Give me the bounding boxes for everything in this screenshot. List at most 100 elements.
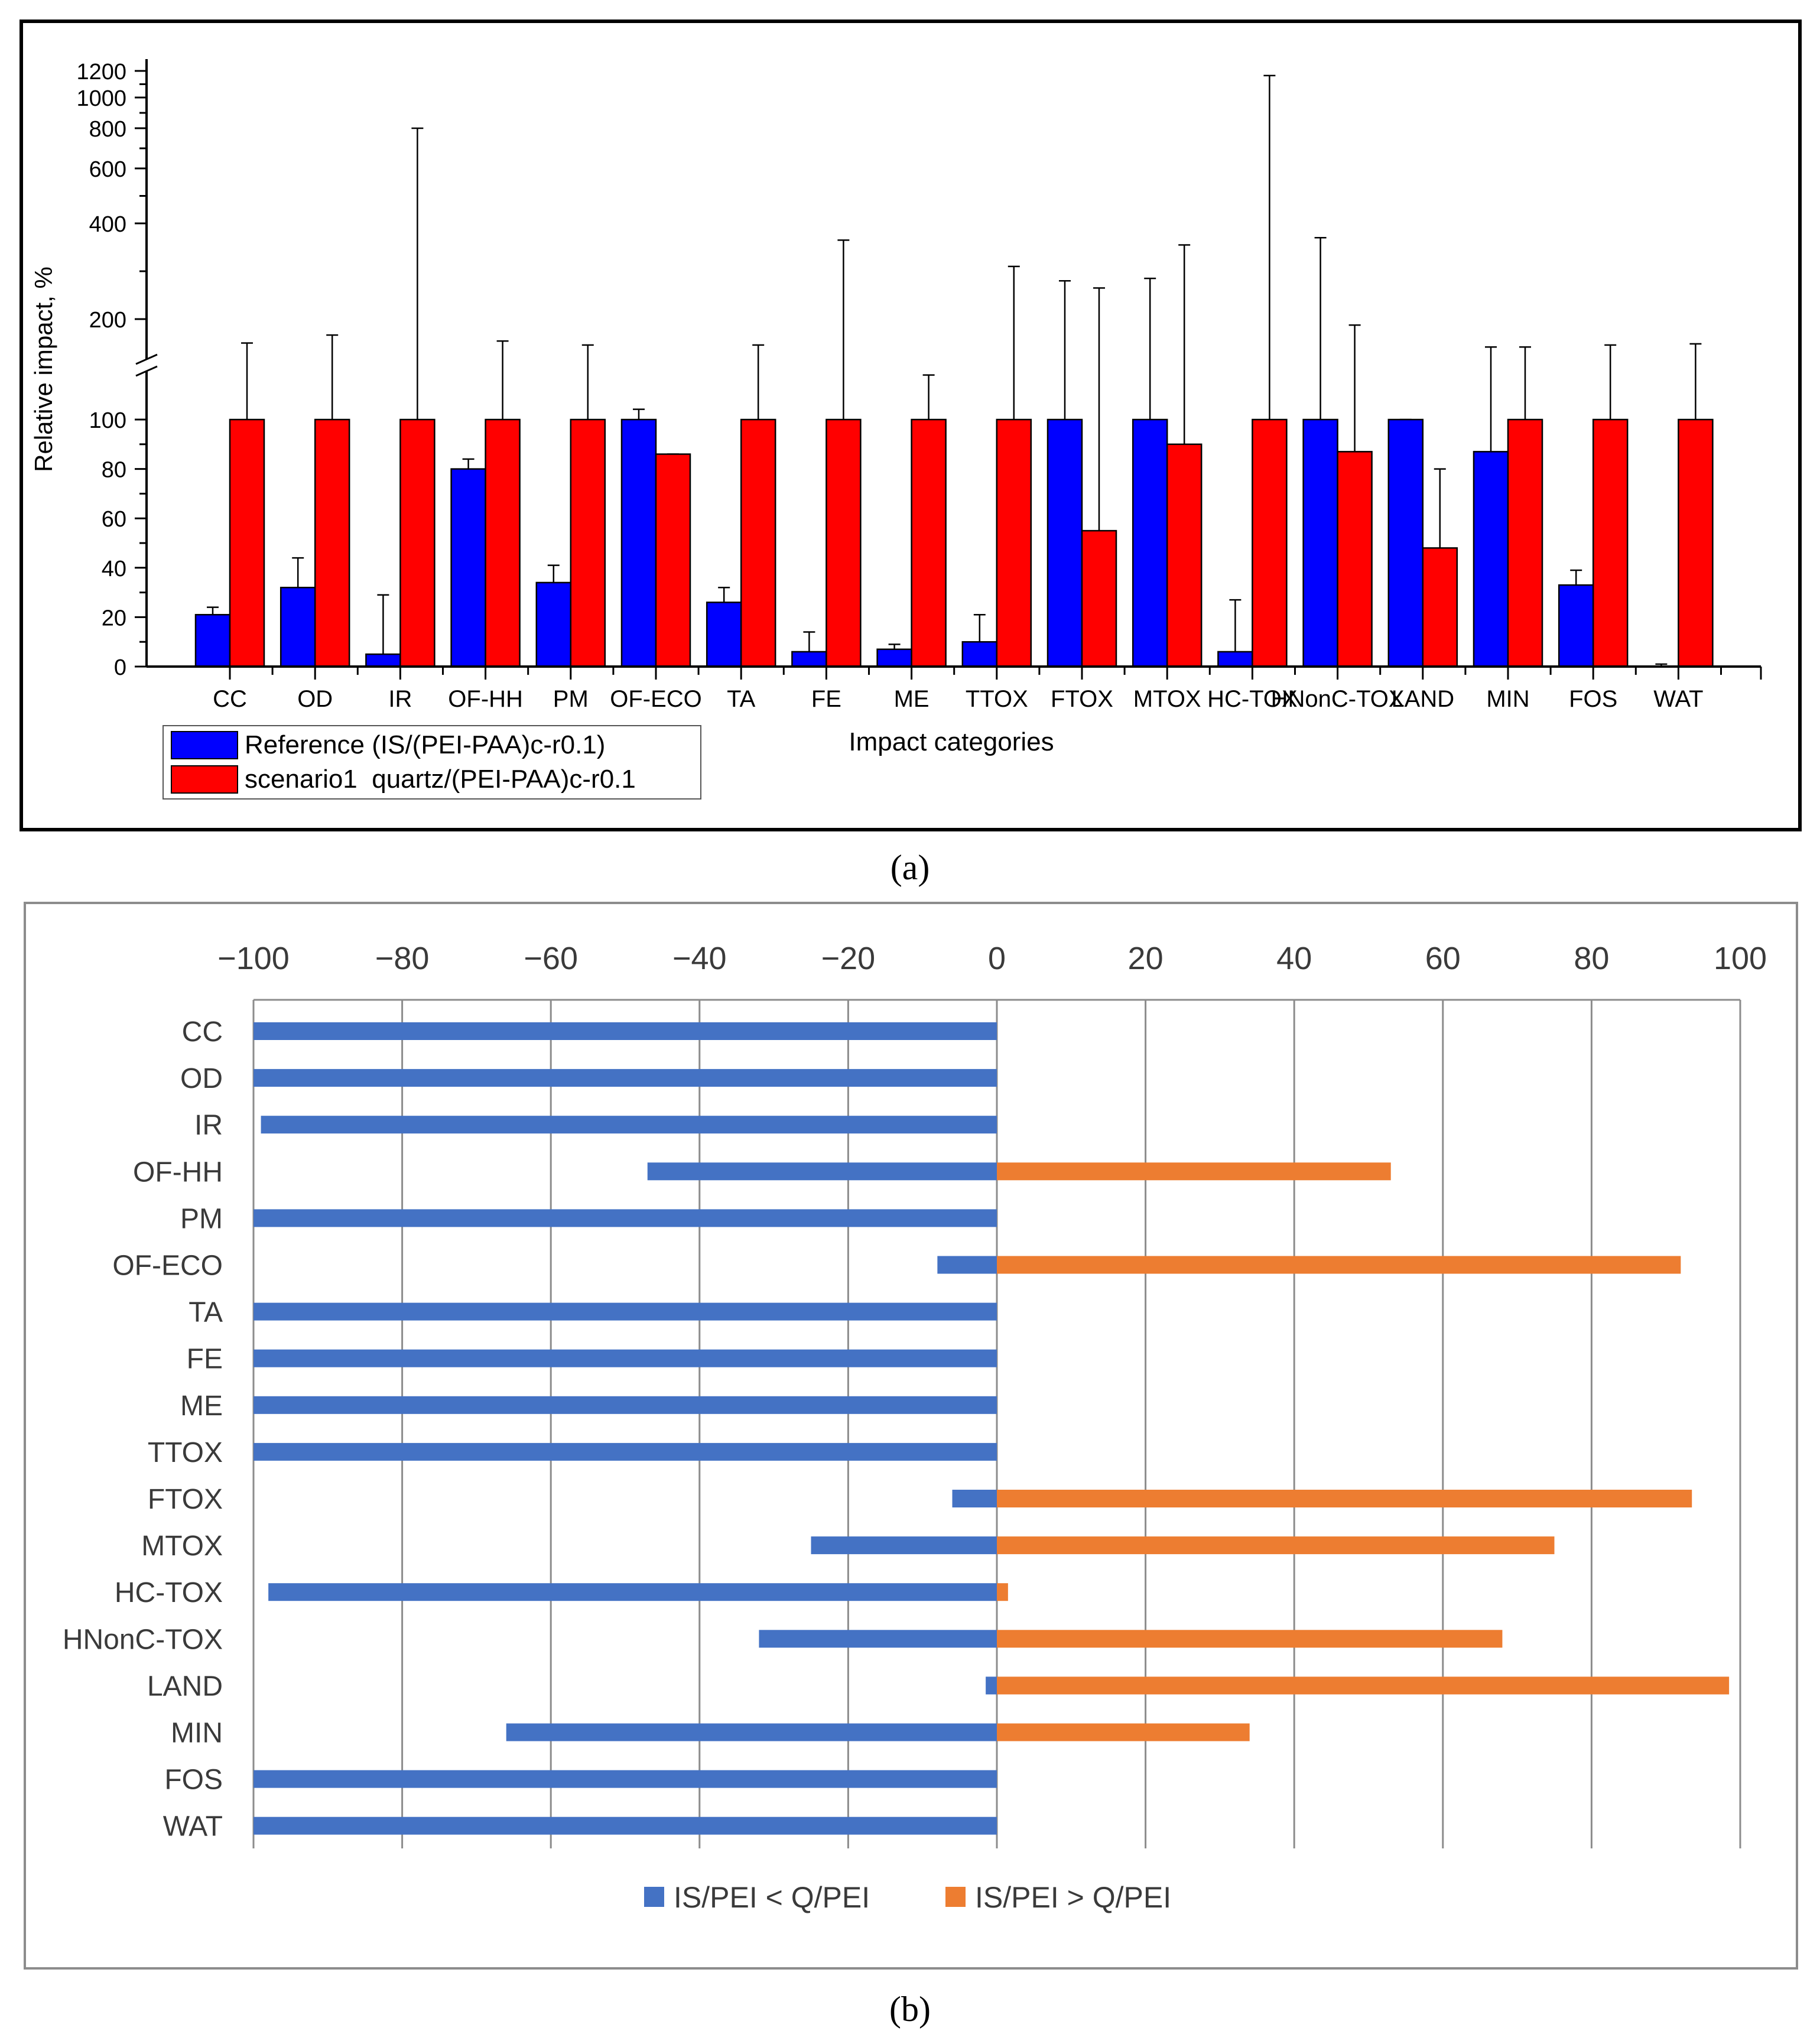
bar-scenario1-hc-tox: [1252, 418, 1288, 668]
bar-lt-fe: [254, 1349, 997, 1367]
x-tick-label-mtox: MTOX: [1133, 686, 1201, 712]
bar-scenario1-ir: [399, 418, 436, 668]
legend-box: [162, 725, 701, 800]
bar-reference-hc-tox: [1217, 651, 1253, 668]
x-tick-label-ta: TA: [727, 686, 755, 712]
bar-reference-ir: [365, 653, 401, 668]
category-label-hnonc-tox: HNonC-TOX: [63, 1624, 223, 1655]
bar-scenario1-fos: [1592, 418, 1629, 668]
x-tick-label-of-hh: OF-HH: [448, 686, 523, 712]
x-tick-label-od: OD: [297, 686, 333, 712]
bar-scenario1-fe: [826, 418, 862, 668]
bar-reference-fe: [791, 651, 827, 668]
bar-scenario1-cc: [229, 418, 265, 668]
bar-gt-ftox: [997, 1490, 1692, 1507]
panel-b-x-tick-labels: −100 −80 −60 −40 −20 0 20 40 60 80 100: [217, 941, 1767, 976]
x-tick-label: −100: [217, 941, 290, 976]
y-tick-label: 600: [89, 157, 126, 182]
bar-lt-od: [254, 1069, 997, 1087]
category-label-cc: CC: [182, 1016, 223, 1048]
legend-swatch-lt: [644, 1887, 664, 1907]
category-label-fe: FE: [187, 1344, 223, 1375]
x-tick-label-fe: FE: [811, 686, 841, 712]
legend-label-gt: IS/PEI > Q/PEI: [975, 1881, 1171, 1914]
x-tick-label: −60: [524, 941, 578, 976]
bar-lt-pm: [254, 1209, 997, 1227]
bar-lt-mtox: [811, 1536, 997, 1555]
bar-scenario1-of-hh: [485, 418, 521, 668]
bar-reference-pm: [535, 581, 572, 668]
bar-lt-ttox: [254, 1442, 997, 1461]
panel-b-bars: [254, 1022, 1730, 1835]
panel-a-legend: Reference (IS/(PEI-PAA)c-r0.1) scenario1…: [162, 725, 701, 800]
bar-reference-of-eco: [620, 418, 657, 668]
bar-reference-ftox: [1046, 418, 1083, 668]
panel-a-axes: [135, 59, 1762, 680]
x-tick-label: 60: [1425, 941, 1461, 976]
bar-lt-ir: [261, 1116, 997, 1134]
bar-scenario1-pm: [570, 418, 606, 668]
panel-a-x-axis-label: Impact categories: [849, 727, 1054, 756]
panel-a-x-tick-labels: CC OD IR OF-HH PM OF-ECO TA FE ME TTOX FTOX MTOX HC-…: [213, 686, 1704, 712]
bar-scenario1-mtox: [1166, 443, 1202, 668]
bar-lt-min: [506, 1723, 997, 1741]
legend-label-reference: Reference (IS/(PEI-PAA)c-r0.1): [245, 730, 605, 759]
category-label-ir: IR: [194, 1110, 223, 1141]
x-tick-label-ir: IR: [388, 686, 412, 712]
panel-b-legend: IS/PEI < Q/PEI IS/PEI > Q/PEI: [644, 1881, 1171, 1914]
bar-scenario1-me: [911, 418, 947, 668]
bar-scenario1-od: [314, 418, 350, 668]
x-tick-label: 20: [1128, 941, 1164, 976]
bar-reference-hnonc-tox: [1302, 418, 1338, 668]
category-label-of-eco: OF-ECO: [112, 1250, 223, 1282]
category-label-me: ME: [180, 1390, 223, 1422]
caption-a: (a): [890, 848, 930, 887]
bar-reference-ttox: [961, 641, 998, 668]
bar-gt-land: [997, 1676, 1730, 1695]
category-label-pm: PM: [180, 1203, 223, 1234]
y-tick-label: 1000: [76, 86, 126, 111]
x-tick-label-fos: FOS: [1569, 686, 1617, 712]
y-tick-label: 20: [102, 606, 126, 631]
bar-reference-ta: [706, 602, 742, 668]
bar-reference-land: [1387, 418, 1424, 668]
bar-scenario1-min: [1507, 418, 1543, 668]
category-label-wat: WAT: [163, 1811, 223, 1842]
axis-break-mark: [135, 365, 158, 377]
x-tick-label: −20: [821, 941, 876, 976]
x-tick-label-pm: PM: [553, 686, 589, 712]
bar-reference-of-hh: [450, 468, 486, 668]
legend-swatch-scenario1: [171, 765, 238, 794]
bar-lt-of-eco: [937, 1256, 997, 1274]
bar-lt-land: [986, 1676, 997, 1695]
bar-scenario1-hnonc-tox: [1337, 451, 1373, 668]
bar-gt-hnonc-tox: [997, 1630, 1503, 1648]
bar-lt-hc-tox: [268, 1583, 997, 1601]
category-label-mtox: MTOX: [141, 1530, 223, 1562]
bar-scenario1-of-eco: [655, 453, 691, 668]
legend-label-lt: IS/PEI < Q/PEI: [674, 1881, 870, 1914]
panel-a-y-axis-label: Relative impact, %: [30, 267, 57, 472]
bar-lt-me: [254, 1396, 997, 1414]
bar-gt-min: [997, 1723, 1250, 1741]
category-label-ttox: TTOX: [148, 1437, 223, 1468]
bar-gt-of-eco: [997, 1256, 1681, 1274]
category-label-min: MIN: [171, 1718, 223, 1749]
panel-b-gridlines: [252, 999, 1741, 1848]
y-tick-label: 60: [102, 507, 126, 532]
y-tick-label: 400: [89, 212, 126, 237]
bar-reference-fos: [1558, 584, 1594, 668]
x-tick-label: 40: [1276, 941, 1312, 976]
bar-gt-mtox: [997, 1536, 1555, 1555]
legend-swatch-gt: [945, 1887, 966, 1907]
bar-scenario1-ta: [740, 418, 776, 668]
category-label-fos: FOS: [164, 1764, 223, 1796]
legend-swatch-reference: [171, 731, 238, 759]
bar-reference-od: [280, 586, 316, 668]
panel-b: −100 −80 −60 −40 −20 0 20 40 60 80 100 CC OD IR OF-HH…: [24, 902, 1798, 1970]
bar-reference-cc: [194, 613, 231, 668]
bar-scenario1-land: [1422, 547, 1458, 668]
y-tick-label: 1200: [76, 60, 126, 85]
bar-lt-of-hh: [647, 1162, 997, 1181]
